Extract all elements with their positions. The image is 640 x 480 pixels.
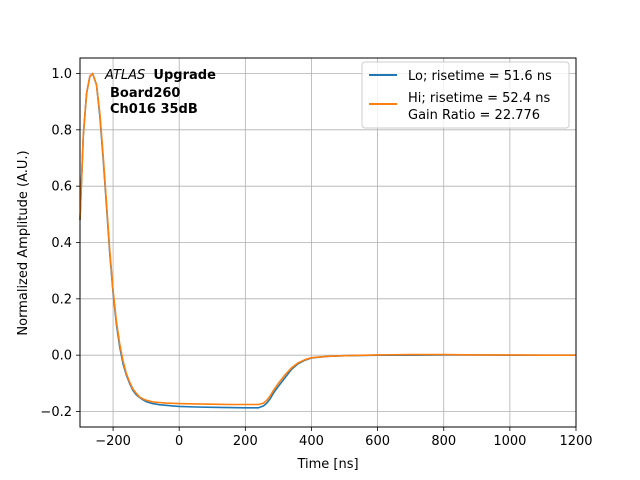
x-axis-label: Time [ns]	[296, 457, 358, 472]
legend-entry-lo: Lo; risetime = 51.6 ns	[408, 69, 552, 84]
legend: Lo; risetime = 51.6 ns Hi; risetime = 52…	[361, 61, 570, 129]
y-tick-label: 0.8	[51, 123, 72, 138]
x-tick-label: 400	[299, 434, 324, 449]
series-line-hi	[79, 72, 576, 406]
annotation-board: Board260	[110, 86, 180, 101]
annotation-upgrade: Upgrade	[153, 68, 216, 83]
svg-text:ATLAS Upgrade: ATLAS Upgrade	[104, 68, 216, 83]
legend-box	[361, 61, 570, 129]
annotation-atlas: ATLAS	[104, 68, 145, 83]
x-tick-label: 0	[175, 434, 183, 449]
x-tick-label: −200	[95, 434, 131, 449]
legend-entry-hi: Hi; risetime = 52.4 ns	[408, 91, 550, 106]
x-tick-label: 600	[365, 434, 390, 449]
x-tick-label: 1200	[559, 434, 592, 449]
annotation: ATLAS Upgrade Board260 Ch016 35dB	[104, 68, 216, 117]
x-tick-label: 1000	[493, 434, 526, 449]
x-tick-label: 200	[233, 434, 258, 449]
y-tick-label: 0.6	[51, 180, 72, 195]
annotation-channel: Ch016 35dB	[110, 102, 198, 117]
ticks: −200 0 200 400 600 800 1000 1200 −0.2 0.0 0.2 0.4 0.…	[40, 67, 592, 449]
legend-entry-hi-line2: Gain Ratio = 22.776	[408, 108, 540, 123]
y-tick-label: 0.4	[51, 236, 72, 251]
series-layer	[79, 72, 576, 409]
x-tick-label: 800	[431, 434, 456, 449]
y-tick-label: 0.0	[51, 349, 72, 364]
y-axis-label: Normalized Amplitude (A.U.)	[16, 150, 31, 335]
y-tick-label: 0.2	[51, 292, 72, 307]
y-tick-label: 1.0	[51, 67, 72, 82]
y-tick-label: −0.2	[40, 405, 72, 420]
